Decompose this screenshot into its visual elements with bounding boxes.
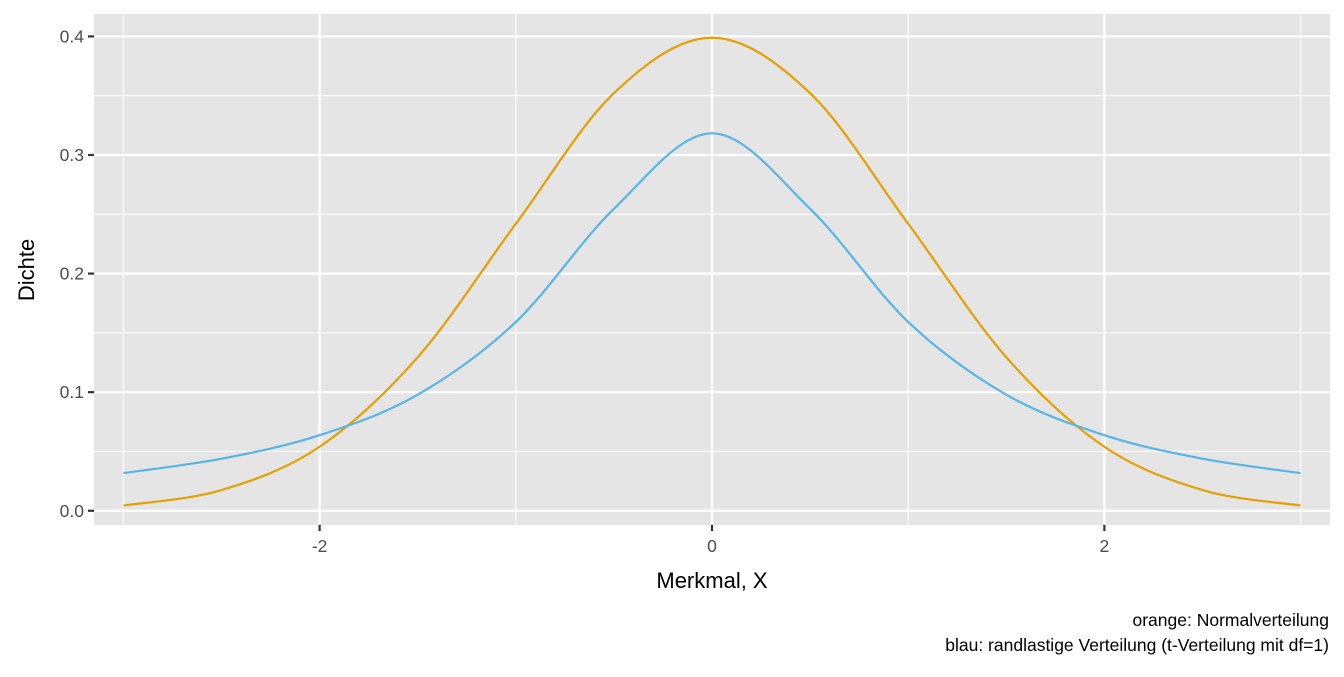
y-tick-label: 0.0 xyxy=(60,501,85,521)
normal-distribution-line xyxy=(123,36,1301,507)
y-tick-label: 0.2 xyxy=(60,264,84,284)
x-axis-title: Merkmal, X xyxy=(656,568,768,593)
caption-line-2: blau: randlastige Verteilung (t-Verteilu… xyxy=(945,635,1329,655)
grid-lines xyxy=(94,14,1330,525)
caption-line-1: orange: Normalverteilung xyxy=(1133,610,1330,630)
t-distribution-line xyxy=(123,132,1301,475)
y-tick-label: 0.1 xyxy=(60,382,84,402)
y-tick-label: 0.3 xyxy=(60,145,84,165)
axes: 0.0 0.1 0.2 0.3 0.4 -2 0 2 xyxy=(60,26,1110,556)
series-lines xyxy=(123,36,1301,507)
x-tick-label: 2 xyxy=(1100,536,1110,556)
y-tick-label: 0.4 xyxy=(60,26,85,46)
x-tick-label: 0 xyxy=(707,536,717,556)
y-axis-title: Dichte xyxy=(14,239,39,301)
x-tick-label: -2 xyxy=(312,536,328,556)
